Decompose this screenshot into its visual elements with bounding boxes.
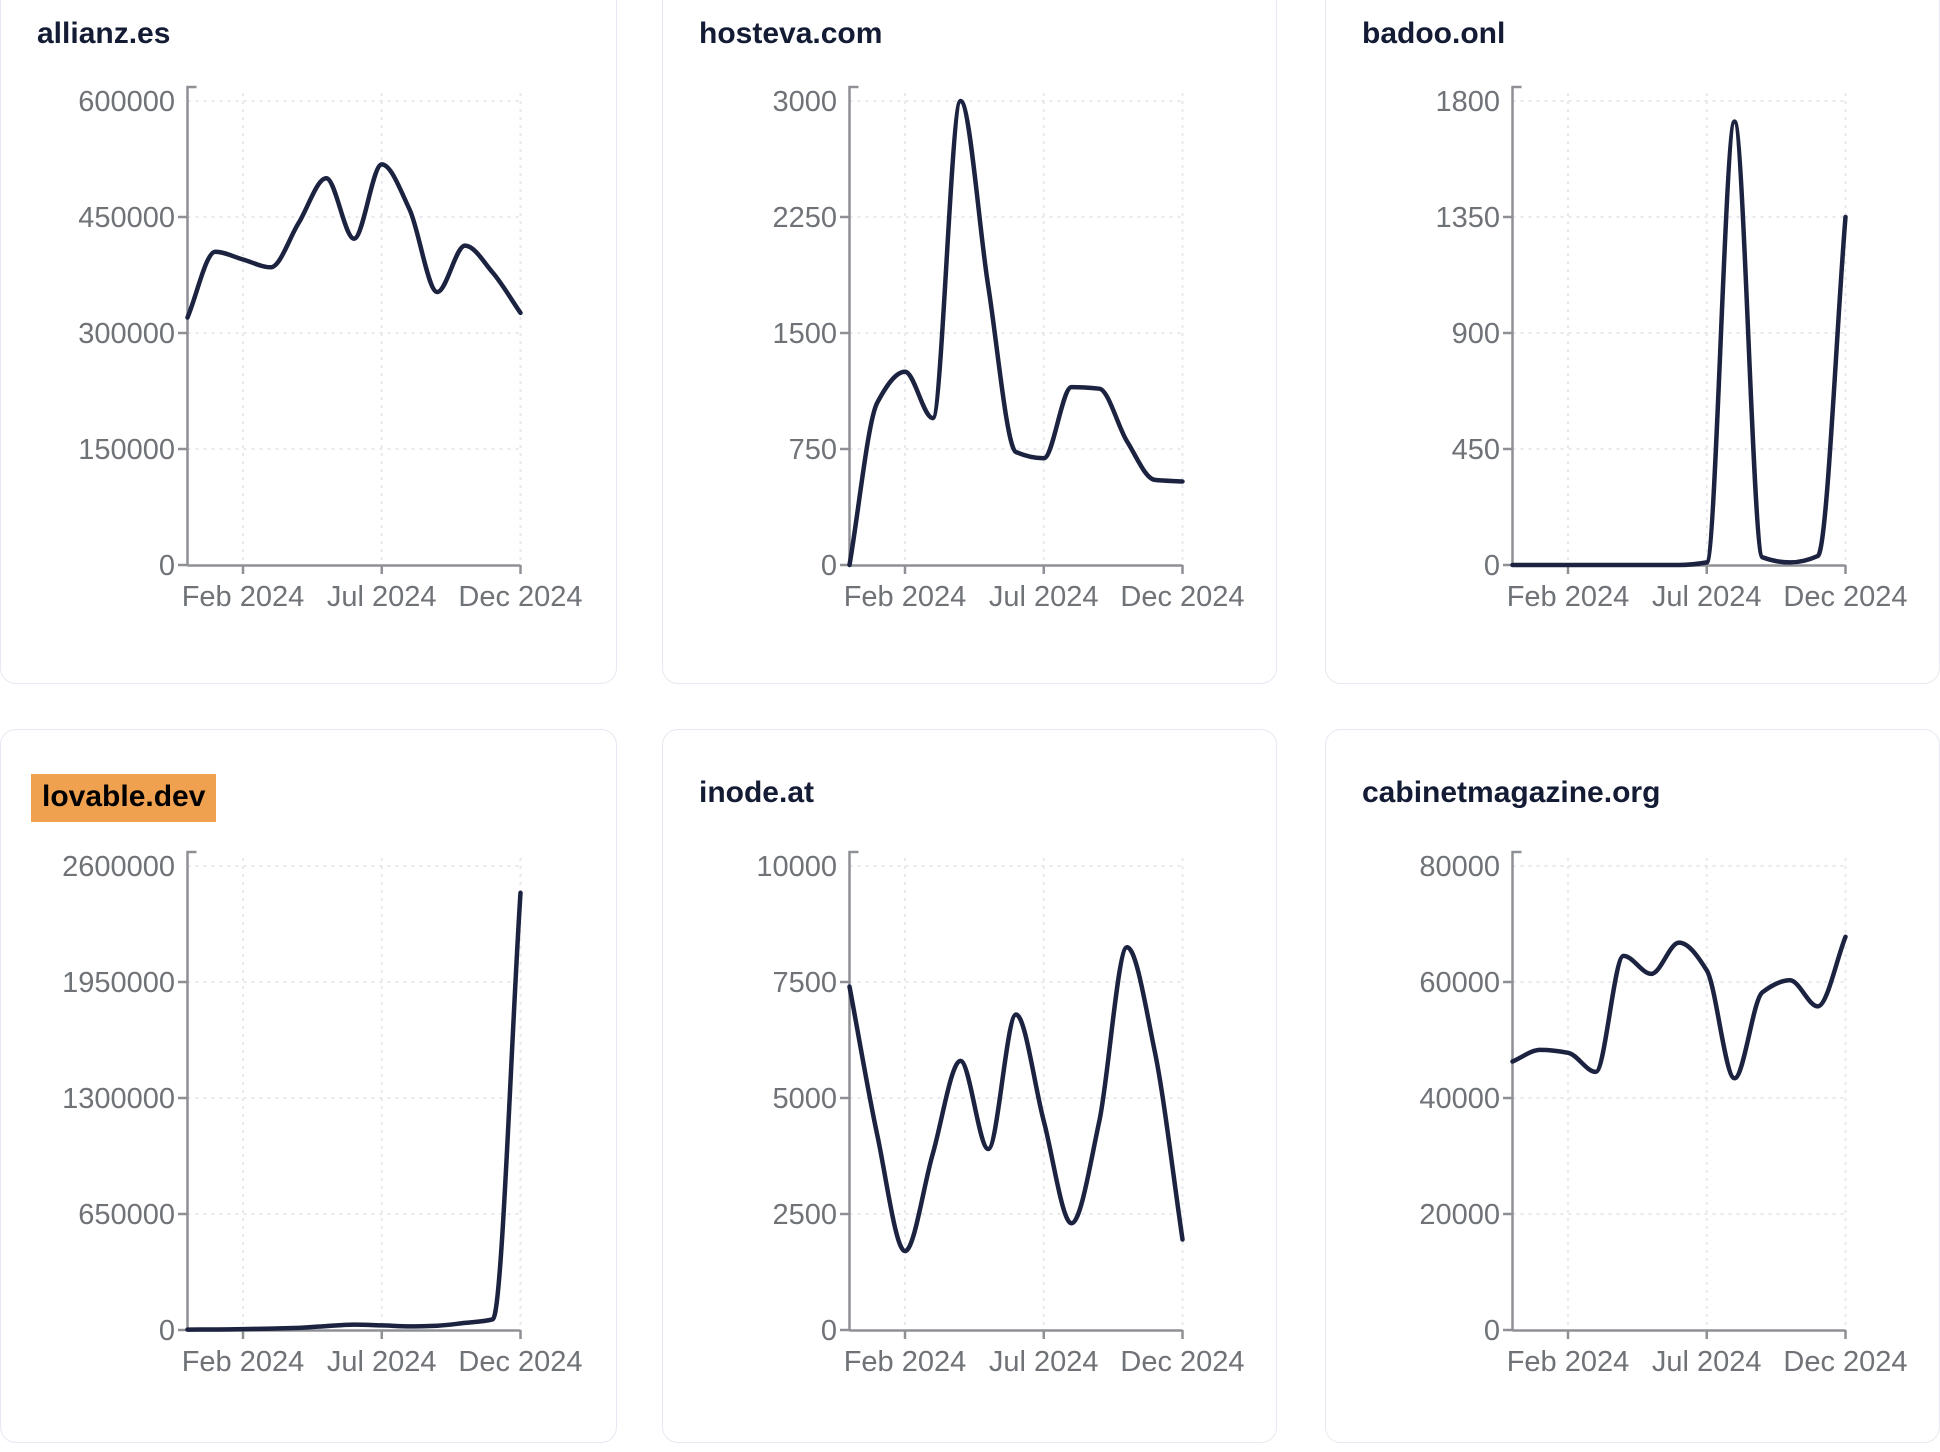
y-tick-label: 450 [1452, 434, 1500, 466]
y-tick-label: 2250 [772, 202, 837, 234]
y-tick-label: 0 [1484, 1315, 1500, 1347]
y-tick-label: 7500 [772, 967, 837, 999]
y-tick-label: 10000 [756, 851, 837, 883]
domain-title-link-highlighted[interactable]: lovable.dev [31, 774, 217, 822]
y-tick-label: 1300000 [62, 1083, 175, 1115]
y-tick-label: 1950000 [62, 967, 175, 999]
y-tick-label: 80000 [1419, 851, 1500, 883]
chart-card-cabinetmagazine-org: cabinetmagazine.org 80000 60000 40000 20000… [1325, 729, 1940, 1443]
y-tick-label: 20000 [1419, 1199, 1500, 1231]
chart-line [847, 98, 1185, 568]
x-tick-label: Dec 2024 [1783, 1346, 1907, 1378]
domain-title-link[interactable]: allianz.es [37, 17, 171, 50]
y-tick-label: 0 [159, 1315, 175, 1347]
x-tick-label: Dec 2024 [458, 581, 582, 613]
chart-line [1510, 934, 1848, 1081]
x-tick-label: Jul 2024 [327, 581, 437, 613]
x-tick-label: Feb 2024 [1507, 581, 1630, 613]
y-tick-label: 650000 [78, 1199, 175, 1231]
chart-card-heading: hosteva.com [699, 15, 882, 53]
x-tick-label: Feb 2024 [182, 1346, 305, 1378]
y-tick-label: 40000 [1419, 1083, 1500, 1115]
y-tick-label: 3000 [772, 86, 837, 118]
chart-line [185, 162, 523, 320]
chart-card-allianz-es: allianz.es 600000 450000 300000 150000 0 Feb … [0, 0, 617, 684]
domain-title-link[interactable]: badoo.onl [1362, 17, 1506, 50]
y-tick-label: 0 [159, 550, 175, 582]
x-tick-label: Feb 2024 [844, 581, 967, 613]
chart-line [847, 944, 1185, 1254]
chart-card-inode-at: inode.at 10000 7500 5000 2500 0 Feb 2024 Jul 2… [662, 729, 1277, 1443]
y-tick-label: 150000 [78, 434, 175, 466]
domain-title-link[interactable]: hosteva.com [699, 17, 883, 50]
y-tick-label: 450000 [78, 202, 175, 234]
y-tick-label: 300000 [78, 318, 175, 350]
domain-title-link[interactable]: cabinetmagazine.org [1362, 776, 1661, 809]
y-tick-label: 2500 [772, 1199, 837, 1231]
chart-card-hosteva-com: hosteva.com 3000 2250 1500 750 0 Feb 2024 Jul … [662, 0, 1277, 684]
x-tick-label: Dec 2024 [1120, 581, 1244, 613]
x-tick-label: Jul 2024 [1652, 581, 1762, 613]
x-tick-label: Feb 2024 [182, 581, 305, 613]
y-tick-label: 60000 [1419, 967, 1500, 999]
x-tick-label: Dec 2024 [1783, 581, 1907, 613]
y-tick-label: 1800 [1435, 86, 1500, 118]
chart-card-heading: badoo.onl [1362, 15, 1505, 53]
y-tick-label: 0 [821, 1315, 837, 1347]
x-tick-label: Jul 2024 [989, 581, 1099, 613]
y-tick-label: 1500 [772, 318, 837, 350]
x-tick-label: Jul 2024 [327, 1346, 437, 1378]
x-tick-label: Dec 2024 [458, 1346, 582, 1378]
chart-card-heading: allianz.es [37, 15, 170, 53]
y-tick-label: 1350 [1435, 202, 1500, 234]
domain-title-link[interactable]: inode.at [699, 776, 815, 809]
x-tick-label: Jul 2024 [989, 1346, 1099, 1378]
y-tick-label: 750 [789, 434, 837, 466]
x-tick-label: Dec 2024 [1120, 1346, 1244, 1378]
y-tick-label: 5000 [772, 1083, 837, 1115]
chart-card-heading: cabinetmagazine.org [1362, 774, 1660, 812]
y-tick-label: 2600000 [62, 851, 175, 883]
x-tick-label: Feb 2024 [844, 1346, 967, 1378]
chart-line [1510, 119, 1848, 568]
chart-card-lovable-dev: lovable.dev 2600000 1950000 1300000 650000 0… [0, 729, 617, 1443]
chart-line [185, 890, 523, 1332]
chart-card-badoo-onl: badoo.onl 1800 1350 900 450 0 Feb 2024 Jul 202… [1325, 0, 1940, 684]
chart-card-heading: inode.at [699, 774, 814, 812]
y-tick-label: 900 [1452, 318, 1500, 350]
x-tick-label: Jul 2024 [1652, 1346, 1762, 1378]
x-tick-label: Feb 2024 [1507, 1346, 1630, 1378]
chart-card-heading: lovable.dev [31, 774, 217, 822]
y-tick-label: 0 [1484, 550, 1500, 582]
y-tick-label: 0 [821, 550, 837, 582]
y-tick-label: 600000 [78, 86, 175, 118]
